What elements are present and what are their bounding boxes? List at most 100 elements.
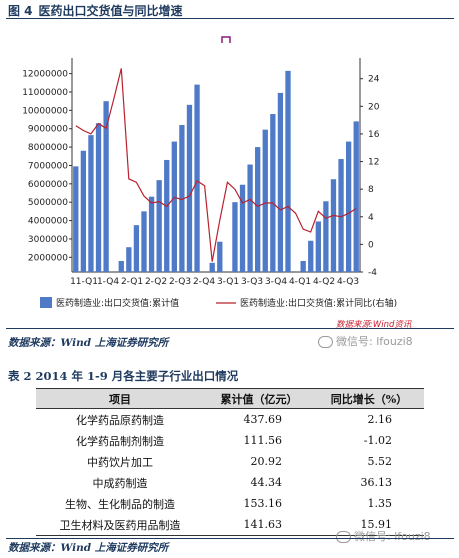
left-tick-label: 4000000: [28, 217, 68, 227]
bar: [285, 70, 291, 272]
row-growth: 5.52: [367, 455, 393, 468]
bar: [88, 135, 94, 272]
bar: [194, 84, 200, 272]
bar: [217, 241, 223, 272]
export-chart: 2000000 3000000 4000000 5000000 6000000 70000…: [22, 36, 397, 309]
bar: [171, 141, 177, 272]
bar: [300, 260, 306, 272]
legend-bar-swatch: [40, 297, 52, 308]
left-tick-label: 10000000: [22, 106, 68, 116]
table-header-row: 项目 累计值（亿元） 同比增长（%）: [36, 388, 424, 409]
bar: [179, 125, 185, 272]
x-tick-label: 2-Q2: [145, 277, 167, 287]
bar: [308, 240, 314, 272]
right-tick-label: -4: [368, 268, 377, 278]
bar: [353, 121, 359, 273]
bar: [73, 166, 79, 272]
bar: [118, 260, 124, 272]
title-rule: [6, 18, 454, 19]
bar: [315, 221, 321, 272]
x-tick-label: 11-Q1: [70, 277, 98, 287]
bar: [95, 123, 102, 272]
bar: [186, 104, 193, 272]
bar: [323, 201, 329, 272]
row-item: 中成药制造: [92, 476, 148, 490]
legend-bar-label: 医药制造业:出口交货值:累计值: [56, 297, 179, 309]
left-tick-label: 6000000: [28, 180, 68, 190]
x-tick-label: 2-Q4: [193, 277, 215, 287]
row-item: 生物、生化制品的制造: [65, 497, 175, 511]
row-cumulative: 153.16: [243, 497, 283, 510]
x-tick-label: 3-Q4: [265, 277, 287, 287]
table-row: 化学药品原药制造 437.69 2.16: [36, 409, 424, 431]
figure-bottom-rule: [6, 328, 454, 329]
bar: [133, 225, 140, 272]
x-tick-label: 4-Q2: [313, 277, 335, 287]
right-tick-label: 0: [368, 240, 374, 250]
table-row: 中药饮片加工 20.92 5.52: [36, 451, 424, 472]
header-growth: 同比增长（%）: [314, 388, 424, 409]
table-title: 表 2 2014 年 1-9 月各主要子行业出口情况: [8, 369, 239, 383]
figure-source: 数据来源：Wind 上海证券研究所: [8, 337, 169, 349]
x-tick-label: 3-Q3: [241, 277, 263, 287]
bar: [247, 164, 253, 272]
left-tick-label: 12000000: [22, 70, 68, 80]
row-growth: 2.16: [367, 413, 393, 426]
bar: [126, 247, 132, 272]
bar: [262, 129, 268, 272]
wind-source-mark: 数据来源:Wind资讯: [336, 320, 412, 330]
left-tick-label: 7000000: [28, 161, 68, 171]
table-source: 数据来源：Wind 上海证券研究所: [8, 542, 169, 554]
watermark: 微信号: lfouzi8: [318, 333, 413, 349]
growth-line: [75, 68, 357, 262]
bar: [148, 196, 155, 272]
x-tick-label: 2-Q1: [121, 277, 143, 287]
table-bottom-rule: [6, 538, 454, 539]
export-table: 项目 累计值（亿元） 同比增长（%） 化学药品原药制造 437.69 2.16 …: [36, 388, 424, 536]
table-row: 生物、生化制品的制造 153.16 1.35: [36, 493, 424, 514]
x-tick-label: 4-Q3: [337, 277, 359, 287]
figure-label: 图 4: [8, 4, 33, 18]
bar: [270, 114, 276, 272]
left-tick-label: 3000000: [28, 235, 68, 245]
header-cumulative: 累计值（亿元）: [204, 388, 314, 409]
row-growth: -1.02: [363, 434, 392, 447]
bar: [338, 159, 344, 272]
bar: [103, 101, 109, 272]
right-tick-label: 24: [368, 75, 380, 85]
figure-title: 图 4 医药出口交货值与同比增速: [8, 2, 183, 19]
row-growth: 15.91: [314, 514, 424, 536]
row-item: 化学药品原药制造: [76, 413, 164, 427]
left-tick-label: 5000000: [28, 198, 68, 208]
watermark-table: 微信号: lfouzi8: [336, 528, 431, 544]
bar: [330, 179, 337, 272]
row-item: 卫生材料及医药用品制造: [36, 514, 204, 536]
bar: [141, 211, 147, 272]
left-tick-label: 8000000: [28, 143, 68, 153]
header-item: 项目: [36, 388, 204, 409]
wechat-icon: [318, 336, 333, 348]
row-growth: 1.35: [367, 497, 393, 510]
row-cumulative: 141.63: [204, 514, 314, 536]
row-item: 化学药品制剂制造: [76, 434, 164, 448]
watermark-text: 微信号: lfouzi8: [354, 530, 431, 543]
left-tick-label: 2000000: [28, 253, 68, 263]
table-row: 中成药制造 44.34 36.13: [36, 472, 424, 493]
row-growth: 36.13: [360, 476, 393, 489]
legend-line-label: 医药制造业:出口交货值:累计同比(右轴): [240, 297, 397, 309]
x-tick-label: 2-Q3: [169, 277, 191, 287]
bar: [209, 262, 215, 272]
right-tick-label: 16: [368, 130, 380, 140]
figure-title-text: 医药出口交货值与同比增速: [38, 4, 183, 18]
bar: [156, 180, 162, 272]
x-tick-label: 3-Q1: [217, 277, 239, 287]
right-tick-label: 20: [368, 102, 380, 112]
bar: [345, 141, 352, 272]
row-cumulative: 44.34: [250, 476, 283, 489]
right-tick-label: 8: [368, 185, 374, 195]
x-tick-label: 4-Q1: [289, 277, 311, 287]
bar: [164, 159, 170, 272]
bar: [255, 147, 261, 272]
table-row: 化学药品制剂制造 111.56 -1.02: [36, 430, 424, 451]
right-tick-label: 12: [368, 158, 379, 168]
